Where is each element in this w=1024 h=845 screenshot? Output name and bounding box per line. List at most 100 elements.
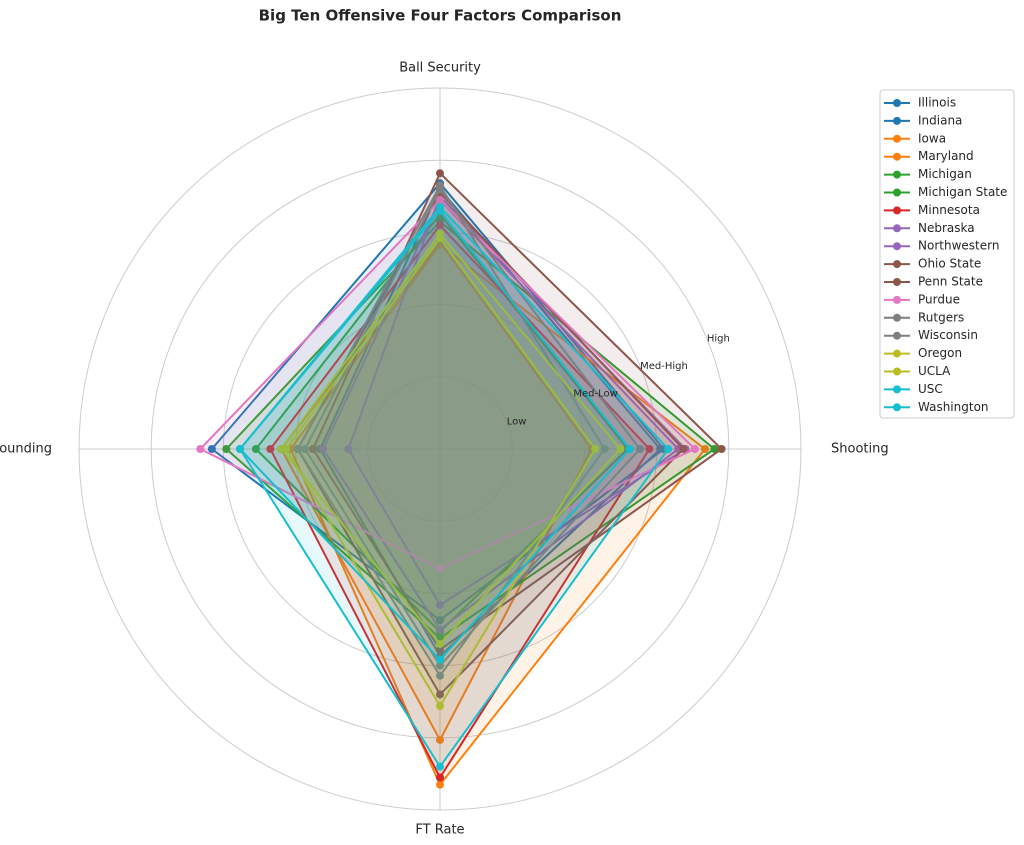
data-point xyxy=(591,445,600,453)
data-point xyxy=(436,600,444,609)
data-point xyxy=(308,445,317,453)
data-point xyxy=(436,564,444,573)
legend-marker xyxy=(893,224,901,233)
legend-label: Purdue xyxy=(918,292,960,306)
series-fill xyxy=(323,199,679,630)
legend-marker xyxy=(893,367,901,376)
data-point xyxy=(436,221,444,230)
data-point xyxy=(717,445,726,453)
data-point xyxy=(436,735,444,744)
data-point xyxy=(436,671,444,680)
series-fill xyxy=(281,242,592,740)
data-point xyxy=(656,445,665,453)
legend-marker xyxy=(893,331,901,340)
legend-label: Penn State xyxy=(918,275,983,289)
data-point xyxy=(679,445,688,453)
data-point xyxy=(436,773,444,782)
data-point xyxy=(236,445,245,453)
legend-label: Ohio State xyxy=(918,257,981,271)
data-point xyxy=(616,445,625,453)
legend-label: Oregon xyxy=(918,346,962,360)
data-point xyxy=(635,445,644,453)
legend-marker xyxy=(893,206,901,215)
series-fill xyxy=(290,244,705,785)
legend-marker xyxy=(893,134,901,143)
legend-label: Indiana xyxy=(918,113,962,127)
data-point xyxy=(222,445,231,453)
data-point xyxy=(266,445,275,453)
data-point xyxy=(436,203,444,212)
legend-marker xyxy=(893,313,901,322)
data-point xyxy=(436,690,444,699)
legend-label: Northwestern xyxy=(918,239,999,253)
series-fill xyxy=(240,207,669,767)
axis-label: Ball Security xyxy=(399,61,481,76)
legend-label: Nebraska xyxy=(918,221,975,235)
r-tick-label: High xyxy=(707,333,730,344)
data-point xyxy=(436,229,444,238)
legend-marker xyxy=(893,349,901,358)
legend-items: Illinois Indiana Iowa Maryland Michigan Michi… xyxy=(884,96,1007,414)
series-fill xyxy=(281,233,621,644)
data-point xyxy=(436,169,444,178)
legend-marker xyxy=(893,278,901,286)
legend-label: Illinois xyxy=(918,96,956,110)
data-point xyxy=(645,445,654,453)
series-fill xyxy=(348,196,686,605)
series-fill xyxy=(226,221,715,639)
r-tick-label: Med-Low xyxy=(573,389,617,400)
legend-marker xyxy=(893,242,901,251)
data-point xyxy=(600,445,609,453)
data-point xyxy=(196,445,205,453)
legend-label: Rutgers xyxy=(918,310,964,324)
series-fill xyxy=(312,173,722,650)
data-point xyxy=(690,445,699,453)
data-point xyxy=(436,639,444,648)
legend-label: Wisconsin xyxy=(918,328,978,342)
data-point xyxy=(436,762,444,771)
data-point xyxy=(436,185,444,194)
legend-marker xyxy=(893,99,901,107)
legend-label: USC xyxy=(918,382,943,396)
legend-marker xyxy=(893,260,901,269)
series-fill xyxy=(297,192,684,695)
data-point xyxy=(251,445,260,453)
data-point xyxy=(436,655,444,664)
data-point xyxy=(207,445,216,453)
data-point xyxy=(436,661,444,670)
data-point xyxy=(436,195,444,204)
legend-marker xyxy=(893,188,901,197)
data-point xyxy=(344,445,353,453)
legend-marker xyxy=(893,152,901,161)
data-point xyxy=(436,645,444,654)
legend-label: Maryland xyxy=(918,149,974,163)
data-point xyxy=(319,445,328,453)
legend-marker xyxy=(893,385,901,394)
data-point xyxy=(293,445,302,453)
legend-label: Michigan State xyxy=(918,185,1007,199)
data-point xyxy=(625,445,634,453)
data-point xyxy=(277,445,286,453)
data-point xyxy=(436,625,444,634)
data-point xyxy=(300,445,309,453)
r-tick-label: Low xyxy=(507,416,527,427)
series-fill xyxy=(255,214,628,632)
data-point xyxy=(436,780,444,789)
data-point xyxy=(436,702,444,711)
r-tick-label: Med-High xyxy=(640,361,688,372)
axis-label: Shooting xyxy=(831,442,889,457)
data-point xyxy=(710,445,719,453)
chart-title: Big Ten Offensive Four Factors Compariso… xyxy=(259,7,622,25)
axis-label: Off Rebounding xyxy=(0,442,52,457)
legend-label: Washington xyxy=(918,400,989,414)
legend-label: Iowa xyxy=(918,131,946,145)
axis-label: FT Rate xyxy=(415,823,464,838)
legend-marker xyxy=(893,403,901,412)
series-fill xyxy=(240,210,630,660)
legend-label: Minnesota xyxy=(918,203,980,217)
legend xyxy=(879,89,1015,419)
series-fill xyxy=(286,238,596,707)
plot-area xyxy=(196,169,726,789)
data-point xyxy=(436,616,444,625)
